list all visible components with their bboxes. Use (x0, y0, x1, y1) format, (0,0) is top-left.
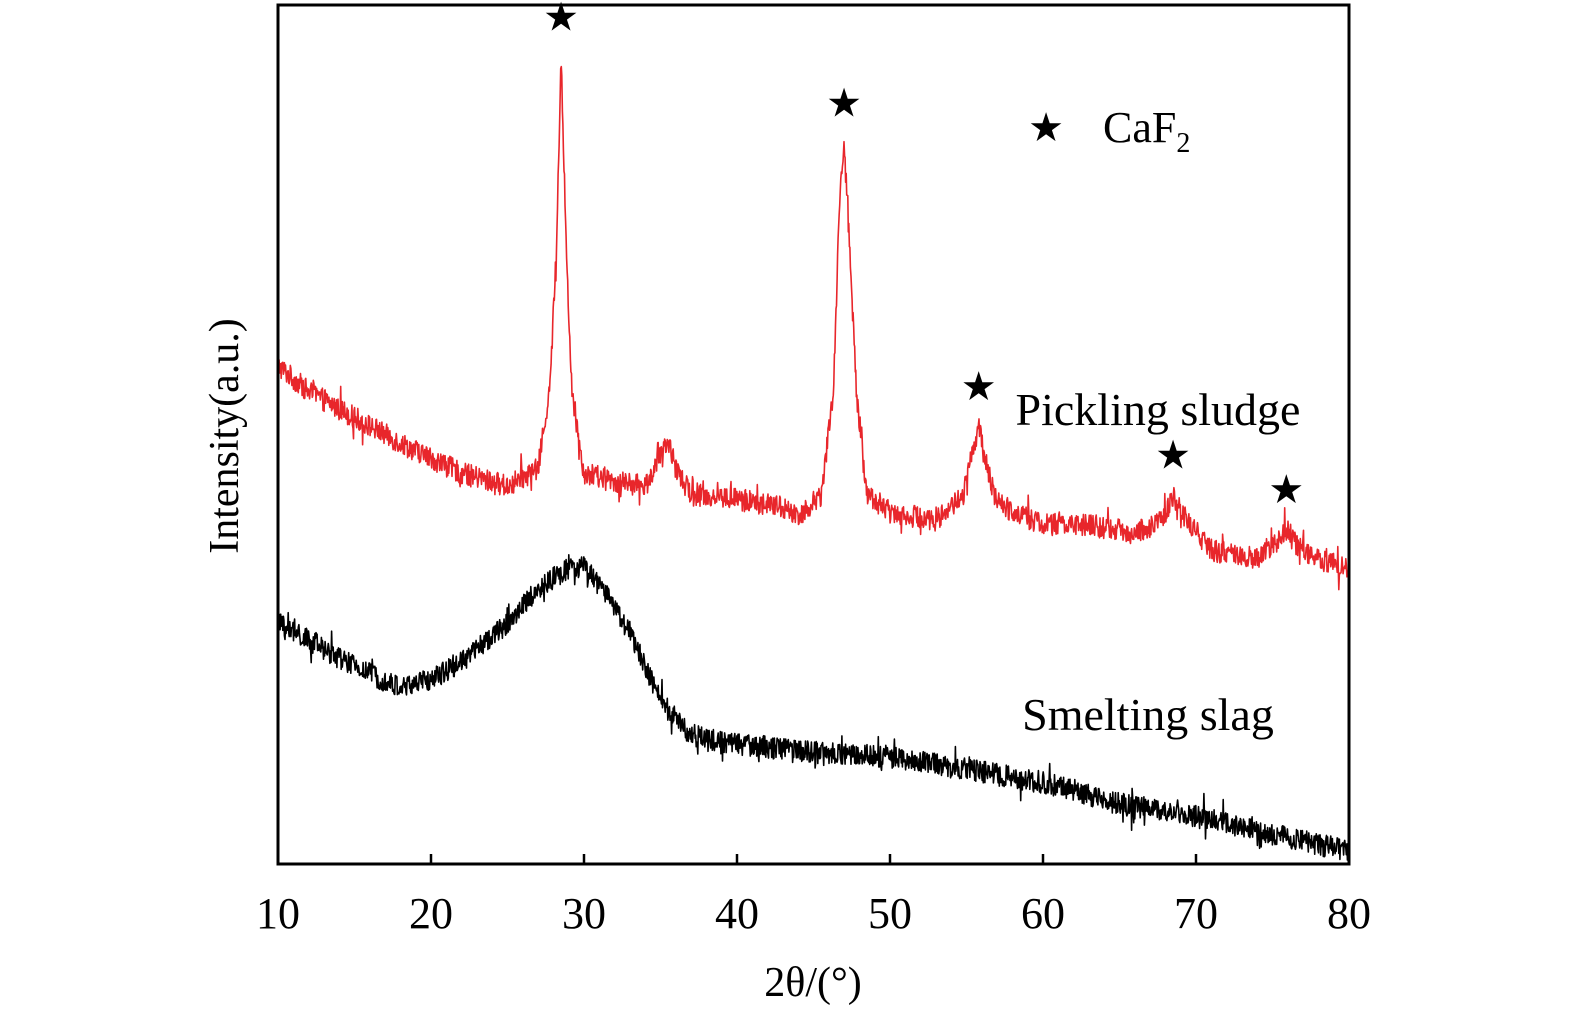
caf2-peak-star-icon: ★ (826, 80, 862, 125)
series-label-pickling-sludge: Pickling sludge (1016, 384, 1301, 435)
y-axis-title: Intensity(a.u.) (202, 318, 248, 554)
x-tick-label: 20 (409, 889, 453, 938)
legend-star-icon: ★ (1028, 105, 1064, 150)
x-tick-label: 40 (715, 889, 759, 938)
caf2-peak-star-icon: ★ (1155, 433, 1191, 478)
tick-layer: 10 20 30 40 50 60 70 80 (256, 854, 1371, 938)
series-line-pickling-sludge (277, 65, 1350, 591)
x-tick-label: 70 (1174, 889, 1218, 938)
plot-frame (276, 3, 1351, 866)
legend-label-main: CaF (1103, 103, 1176, 152)
x-tick-label: 10 (256, 889, 300, 938)
legend-label: CaF2 (1103, 103, 1190, 159)
caf2-peak-star-icon: ★ (1268, 467, 1304, 512)
series-layer (277, 65, 1350, 861)
legend: ★ CaF2 (1028, 103, 1190, 159)
series-label-smelting-slag: Smelting slag (1022, 689, 1274, 740)
x-axis-title: 2θ/(°) (764, 960, 862, 1006)
annotation-layer: ★ ★ ★ ★ ★ (543, 0, 1304, 512)
legend-label-subscript: 2 (1176, 128, 1190, 159)
caf2-peak-star-icon: ★ (961, 364, 997, 409)
series-line-smelting-slag (277, 554, 1350, 861)
caf2-peak-star-icon: ★ (543, 0, 579, 40)
x-tick-label: 30 (562, 889, 606, 938)
x-tick-label: 80 (1327, 889, 1371, 938)
x-tick-label: 60 (1021, 889, 1065, 938)
x-tick-label: 50 (868, 889, 912, 938)
